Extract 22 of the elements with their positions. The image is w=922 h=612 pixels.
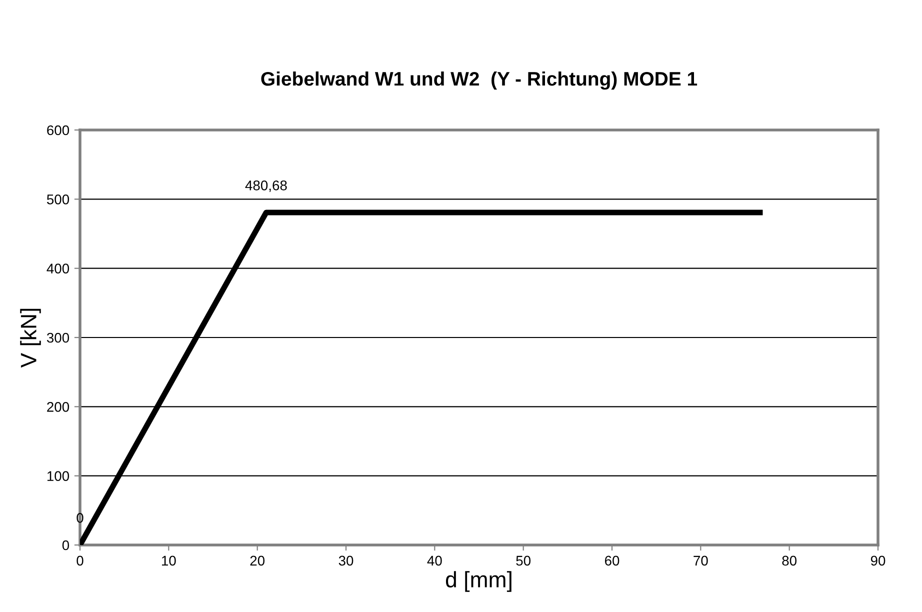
x-tick-label: 50 bbox=[516, 556, 531, 566]
chart-title: Giebelwand W1 und W2 (Y - Richtung) MODE 1 bbox=[261, 71, 698, 90]
x-tick-label: 40 bbox=[427, 556, 442, 566]
y-axis-title: V [kN] bbox=[20, 308, 41, 368]
y-tick-label: 0 bbox=[62, 540, 70, 550]
y-tick-label: 200 bbox=[47, 402, 70, 412]
x-tick-label: 0 bbox=[76, 556, 84, 566]
x-tick-label: 30 bbox=[338, 556, 354, 566]
y-tick-label: 500 bbox=[46, 194, 70, 204]
x-tick-label: 20 bbox=[250, 556, 265, 566]
x-tick-label: 80 bbox=[782, 556, 797, 566]
y-tick-label: 600 bbox=[47, 125, 70, 136]
y-tick-label: 400 bbox=[46, 264, 70, 274]
data-label: 0 bbox=[76, 512, 84, 523]
x-tick-label: 10 bbox=[162, 556, 176, 566]
x-tick-label: 90 bbox=[870, 556, 886, 566]
x-tick-label: 60 bbox=[604, 556, 620, 566]
data-label: 480,68 bbox=[245, 180, 287, 192]
y-tick-label: 300 bbox=[46, 332, 70, 343]
x-axis-title: d [mm] bbox=[446, 571, 512, 592]
y-tick-label: 100 bbox=[47, 471, 70, 482]
x-tick-label: 70 bbox=[694, 556, 708, 566]
